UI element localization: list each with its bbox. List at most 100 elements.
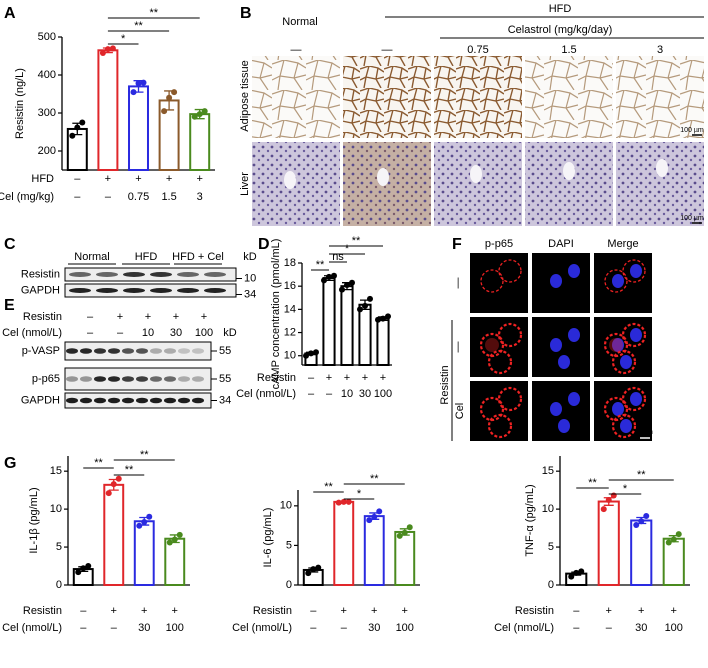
cell	[487, 349, 513, 375]
data-point	[171, 89, 178, 96]
data-point	[371, 513, 378, 520]
data-point	[74, 124, 81, 131]
nucleus	[620, 355, 632, 369]
row-value: +	[105, 173, 111, 185]
row-value: 30	[635, 622, 647, 634]
channel-label: DAPI	[548, 238, 574, 250]
band-label: GAPDH	[21, 394, 60, 406]
kd-label: 10	[244, 272, 256, 284]
band	[122, 376, 134, 382]
data-point	[367, 295, 373, 302]
row-value: +	[117, 311, 123, 323]
nucleus	[620, 419, 632, 433]
row-value: 1.5	[161, 191, 176, 203]
scale-label: 10 µm	[633, 429, 653, 436]
cell	[480, 269, 504, 293]
significance-label: **	[637, 469, 646, 481]
y-tick-label: 10	[280, 500, 292, 512]
panel-letter: F	[452, 236, 462, 253]
dose-label: 1.5	[561, 44, 576, 56]
panel-letter: C	[4, 236, 16, 253]
data-point	[80, 565, 87, 572]
significance-label: **	[324, 481, 333, 493]
band	[122, 348, 134, 354]
band	[94, 397, 106, 404]
y-tick-label: 500	[38, 31, 56, 43]
data-point	[335, 499, 342, 506]
band	[178, 397, 190, 404]
cell	[621, 386, 647, 412]
unit-label: kD	[223, 327, 237, 339]
data-point	[331, 272, 337, 279]
channel-label: Merge	[607, 238, 638, 250]
bar	[376, 317, 390, 366]
band	[178, 348, 190, 354]
band-label: GAPDH	[21, 284, 60, 296]
data-point	[376, 508, 383, 515]
micrograph	[343, 142, 431, 226]
bar	[340, 285, 354, 367]
row-value: 100	[396, 622, 414, 634]
treatment-label: Cel	[454, 403, 466, 420]
cell	[498, 259, 522, 283]
band	[150, 272, 172, 277]
panel-letter: B	[240, 5, 252, 22]
data-point	[310, 566, 317, 573]
data-point	[326, 273, 332, 280]
kd-label: 34	[244, 288, 256, 300]
data-point	[573, 569, 580, 576]
row-value: +	[141, 605, 147, 617]
row-value: +	[344, 372, 350, 384]
band	[164, 348, 176, 354]
data-point	[605, 497, 612, 504]
y-axis-label: cAMP concentration (pmol/mL)	[270, 239, 282, 390]
vessel	[656, 159, 668, 177]
data-point	[321, 277, 327, 284]
group-label: Celastrol (mg/kg/day)	[508, 24, 613, 36]
micrograph	[616, 142, 704, 226]
y-tick-label: 12	[284, 326, 296, 338]
bar	[97, 49, 119, 171]
row-value: +	[402, 605, 408, 617]
dose-label: —	[291, 44, 302, 56]
scale-label: 100 µm	[680, 215, 704, 222]
band-label: p-p65	[32, 373, 60, 385]
data-point	[110, 481, 117, 488]
y-tick-label: 0	[56, 579, 62, 591]
data-point	[166, 94, 173, 101]
band	[178, 376, 190, 382]
nucleus	[550, 274, 562, 288]
row-value: +	[172, 605, 178, 617]
band	[96, 272, 118, 277]
row-value: 30	[138, 622, 150, 634]
row-value: –	[105, 191, 112, 203]
significance-label: **	[316, 259, 325, 271]
data-point	[308, 350, 314, 357]
vessel	[377, 168, 389, 186]
row-value: –	[117, 327, 124, 339]
band	[80, 348, 92, 354]
y-tick-label: 15	[50, 465, 62, 477]
data-point	[135, 80, 142, 87]
data-point	[357, 306, 363, 313]
band	[177, 288, 199, 293]
data-point	[665, 539, 672, 546]
group-label: HFD	[549, 3, 572, 15]
kd-label: 55	[219, 345, 231, 357]
row-value: –	[87, 311, 94, 323]
y-tick-label: 300	[38, 107, 56, 119]
band	[108, 348, 120, 354]
row-value: –	[341, 622, 348, 634]
row-label: —	[452, 278, 464, 289]
data-point	[643, 512, 650, 519]
row-value: 30	[368, 622, 380, 634]
band	[66, 348, 78, 354]
data-point	[568, 573, 575, 580]
data-point	[366, 517, 373, 524]
nucleus	[568, 264, 580, 278]
kd-label: 55	[219, 373, 231, 385]
row-value: –	[111, 622, 118, 634]
dose-label: —	[382, 44, 393, 56]
data-point	[349, 279, 355, 286]
significance-label: **	[588, 477, 597, 489]
